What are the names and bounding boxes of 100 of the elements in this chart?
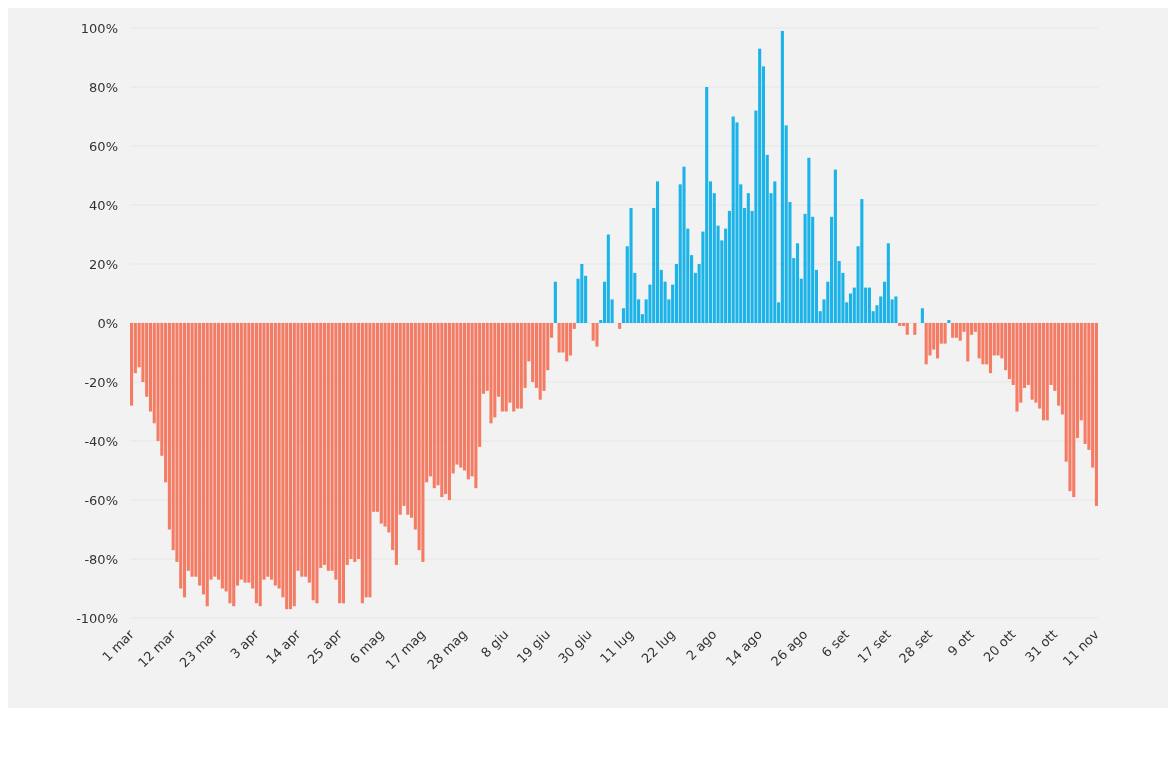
bar <box>338 323 342 604</box>
bar <box>1045 323 1049 421</box>
bar <box>489 323 493 424</box>
y-tick-label: 80% <box>89 79 118 95</box>
bar <box>360 323 364 604</box>
x-tick-label: 25 apr <box>304 626 346 668</box>
bar <box>954 323 958 338</box>
bar <box>515 323 520 409</box>
bar <box>795 243 800 323</box>
bar <box>258 323 262 607</box>
x-tick-label: 28 set <box>896 626 936 667</box>
y-tick-label: 0% <box>97 315 118 331</box>
x-tick-label: 14 ago <box>722 626 766 670</box>
bar <box>886 243 890 323</box>
x-tick-label: 31 ott <box>1022 626 1061 665</box>
y-tick-label: 40% <box>89 197 118 213</box>
bar <box>924 323 928 365</box>
bar <box>935 323 940 359</box>
bar <box>780 30 784 323</box>
bar <box>182 323 187 598</box>
bar <box>292 323 296 607</box>
bar <box>315 323 319 604</box>
bar <box>512 323 516 412</box>
bar <box>447 323 451 500</box>
bar <box>1015 323 1019 412</box>
bar <box>519 323 523 409</box>
x-tick-label: 14 apr <box>262 626 304 668</box>
bar <box>606 234 610 323</box>
bar <box>758 48 762 323</box>
bar <box>300 323 304 577</box>
bar <box>629 207 633 323</box>
bar <box>920 308 924 323</box>
y-tick-label: -100% <box>76 610 118 626</box>
x-tick-label: 9 ott <box>944 626 977 659</box>
bar <box>341 323 345 604</box>
bar <box>1041 323 1046 421</box>
bar <box>394 323 398 565</box>
y-tick-label: -20% <box>84 374 118 390</box>
bar <box>731 116 735 323</box>
bar <box>951 323 955 338</box>
x-tick-label: 19 giu <box>513 626 554 667</box>
bar <box>618 323 622 329</box>
bar <box>833 169 837 323</box>
bar <box>130 323 134 406</box>
x-tick-label: 22 lug <box>638 626 678 667</box>
bar <box>807 157 811 323</box>
y-tick-label: -80% <box>84 551 118 567</box>
y-tick-label: 60% <box>89 138 118 154</box>
bar <box>220 323 224 589</box>
bar <box>440 323 444 498</box>
bar <box>867 287 871 323</box>
bar <box>580 264 584 323</box>
bar <box>565 323 569 362</box>
bar <box>958 323 962 341</box>
y-tick-label: -60% <box>84 492 118 508</box>
y-tick-label: 100% <box>80 20 118 36</box>
bar <box>947 320 951 323</box>
x-tick-label: 3 apr <box>227 626 263 662</box>
bar <box>538 323 542 400</box>
bar <box>988 323 993 374</box>
bar <box>406 323 410 515</box>
bar <box>553 281 557 323</box>
bar <box>228 323 232 604</box>
x-tick-label: 26 ago <box>768 626 811 670</box>
bar <box>705 87 709 323</box>
bar <box>557 323 561 353</box>
bar <box>595 323 599 347</box>
bar <box>504 323 508 412</box>
y-tick-label: -40% <box>84 433 118 449</box>
bar <box>432 323 436 489</box>
bar <box>905 323 909 335</box>
bar <box>1030 323 1034 400</box>
bar <box>266 323 270 577</box>
bar <box>1094 323 1098 506</box>
bar <box>368 323 372 598</box>
x-tick-label: 2 ago <box>683 626 720 664</box>
x-tick-label: 17 set <box>854 626 894 667</box>
bar <box>205 323 209 607</box>
bar <box>773 181 777 323</box>
x-tick-label: 11 lug <box>596 626 637 667</box>
bar <box>966 323 970 362</box>
bar <box>746 193 750 323</box>
x-tick-label: 6 set <box>818 626 853 661</box>
bar <box>353 323 357 562</box>
bar <box>996 323 1000 356</box>
bar <box>1072 323 1076 498</box>
bar <box>682 166 686 323</box>
bar <box>943 323 947 344</box>
bar <box>288 323 293 610</box>
bar <box>898 323 902 326</box>
bar <box>273 323 277 586</box>
x-tick-label: 30 giu <box>555 626 595 667</box>
bar <box>254 323 258 604</box>
y-tick-label: 20% <box>89 256 118 272</box>
bar <box>981 323 985 365</box>
bar <box>466 323 470 480</box>
bar <box>913 323 917 335</box>
bar <box>500 323 504 412</box>
bar <box>190 323 194 577</box>
bar <box>232 323 236 607</box>
